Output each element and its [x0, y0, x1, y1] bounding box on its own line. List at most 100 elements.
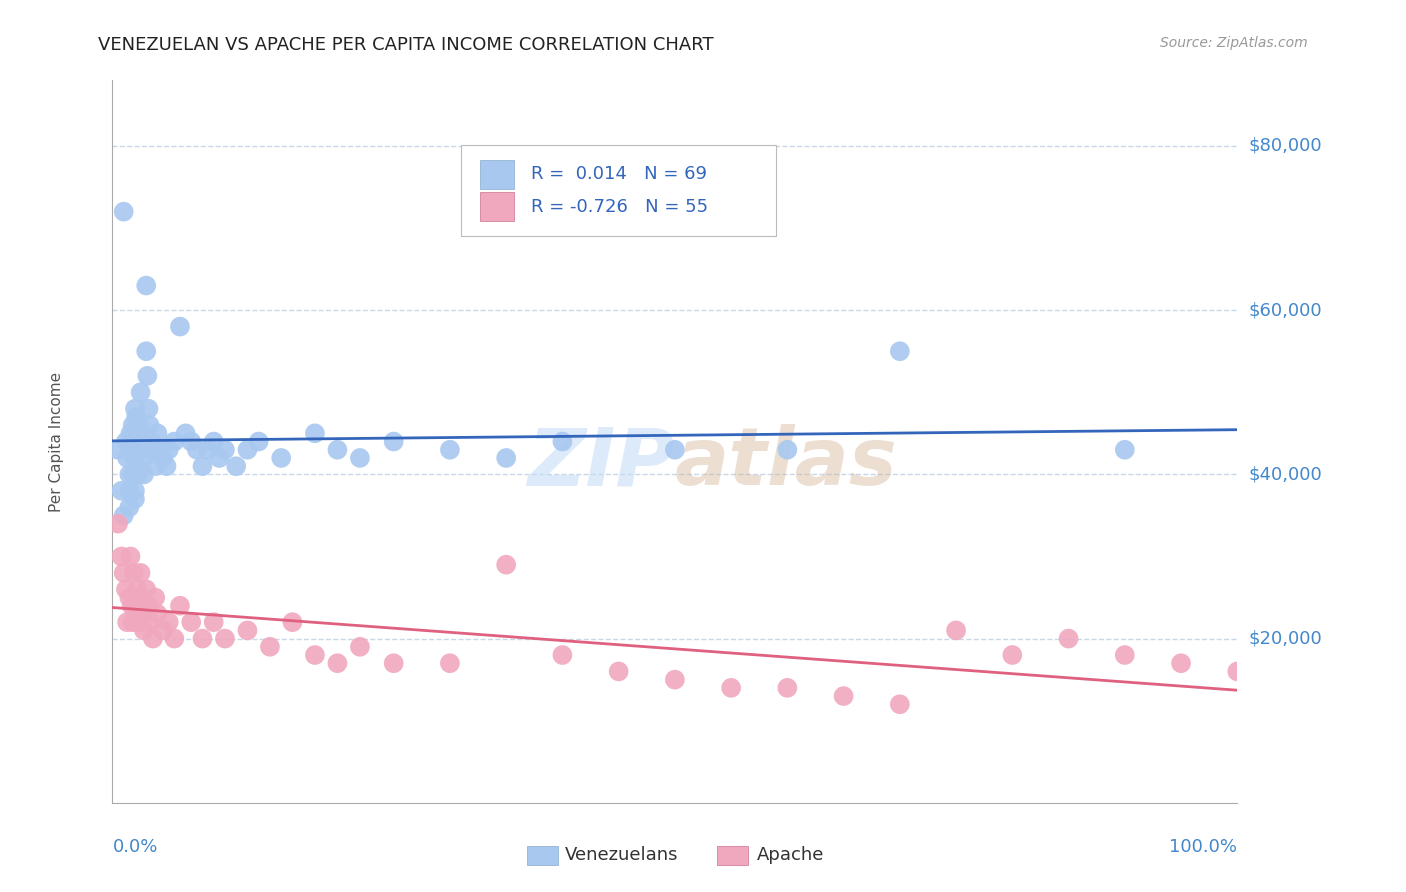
Point	[142, 632, 165, 646]
Point	[118, 500, 141, 515]
Point	[152, 624, 174, 638]
Point	[136, 368, 159, 383]
Point	[382, 657, 405, 671]
Point	[832, 689, 855, 703]
Point	[132, 607, 155, 621]
Point	[107, 516, 129, 531]
Point	[1114, 442, 1136, 457]
Text: 0.0%: 0.0%	[112, 838, 157, 855]
Point	[121, 467, 143, 482]
Point	[720, 681, 742, 695]
Point	[127, 582, 149, 597]
Point	[495, 558, 517, 572]
Point	[132, 624, 155, 638]
Bar	[481, 193, 515, 221]
Point	[551, 648, 574, 662]
Point	[495, 450, 517, 465]
Point	[270, 450, 292, 465]
Point	[186, 442, 208, 457]
Point	[135, 344, 157, 359]
FancyBboxPatch shape	[461, 145, 776, 235]
Point	[1114, 648, 1136, 662]
Text: 100.0%: 100.0%	[1170, 838, 1237, 855]
Point	[127, 434, 149, 449]
Point	[664, 442, 686, 457]
Point	[945, 624, 967, 638]
Point	[214, 442, 236, 457]
Point	[169, 319, 191, 334]
Point	[118, 483, 141, 498]
Point	[191, 632, 214, 646]
Point	[132, 434, 155, 449]
Point	[143, 591, 166, 605]
Point	[124, 483, 146, 498]
Point	[131, 442, 153, 457]
Point	[197, 442, 219, 457]
Point	[664, 673, 686, 687]
Point	[326, 442, 349, 457]
Point	[107, 442, 129, 457]
Point	[112, 566, 135, 580]
Point	[138, 418, 160, 433]
Point	[132, 467, 155, 482]
Point	[149, 442, 172, 457]
Point	[115, 434, 138, 449]
Point	[889, 344, 911, 359]
Text: Per Capita Income: Per Capita Income	[49, 371, 63, 512]
Point	[118, 467, 141, 482]
Point	[439, 442, 461, 457]
Point	[304, 426, 326, 441]
Point	[127, 459, 149, 474]
Point	[131, 591, 153, 605]
Text: $80,000: $80,000	[1249, 137, 1322, 155]
Point	[191, 459, 214, 474]
Point	[1226, 665, 1249, 679]
Point	[125, 409, 148, 424]
Text: $20,000: $20,000	[1249, 630, 1322, 648]
Bar	[481, 160, 515, 188]
Point	[607, 665, 630, 679]
Point	[127, 467, 149, 482]
Point	[349, 450, 371, 465]
Point	[1170, 657, 1192, 671]
Point	[143, 459, 166, 474]
Point	[112, 508, 135, 523]
Point	[121, 442, 143, 457]
Point	[138, 401, 160, 416]
Text: VENEZUELAN VS APACHE PER CAPITA INCOME CORRELATION CHART: VENEZUELAN VS APACHE PER CAPITA INCOME C…	[98, 36, 714, 54]
Point	[142, 442, 165, 457]
Point	[115, 582, 138, 597]
Point	[202, 615, 225, 630]
Text: Apache: Apache	[756, 847, 824, 864]
Point	[129, 426, 152, 441]
Point	[122, 450, 145, 465]
Point	[128, 418, 150, 433]
Text: ZIP: ZIP	[527, 425, 675, 502]
Point	[118, 591, 141, 605]
Point	[127, 426, 149, 441]
Text: R = -0.726   N = 55: R = -0.726 N = 55	[531, 198, 709, 216]
Text: Venezuelans: Venezuelans	[565, 847, 679, 864]
Point	[155, 459, 177, 474]
Point	[129, 385, 152, 400]
Point	[163, 434, 186, 449]
Point	[304, 648, 326, 662]
Point	[127, 599, 149, 613]
Point	[349, 640, 371, 654]
Point	[110, 549, 132, 564]
Point	[135, 278, 157, 293]
Point	[157, 615, 180, 630]
Point	[180, 615, 202, 630]
Point	[128, 615, 150, 630]
Point	[157, 442, 180, 457]
Point	[120, 426, 142, 441]
Point	[1001, 648, 1024, 662]
Point	[776, 681, 799, 695]
Point	[146, 607, 169, 621]
Text: atlas: atlas	[675, 425, 897, 502]
Text: Source: ZipAtlas.com: Source: ZipAtlas.com	[1160, 36, 1308, 50]
Point	[889, 698, 911, 712]
Point	[236, 442, 259, 457]
Point	[120, 549, 142, 564]
Point	[382, 434, 405, 449]
